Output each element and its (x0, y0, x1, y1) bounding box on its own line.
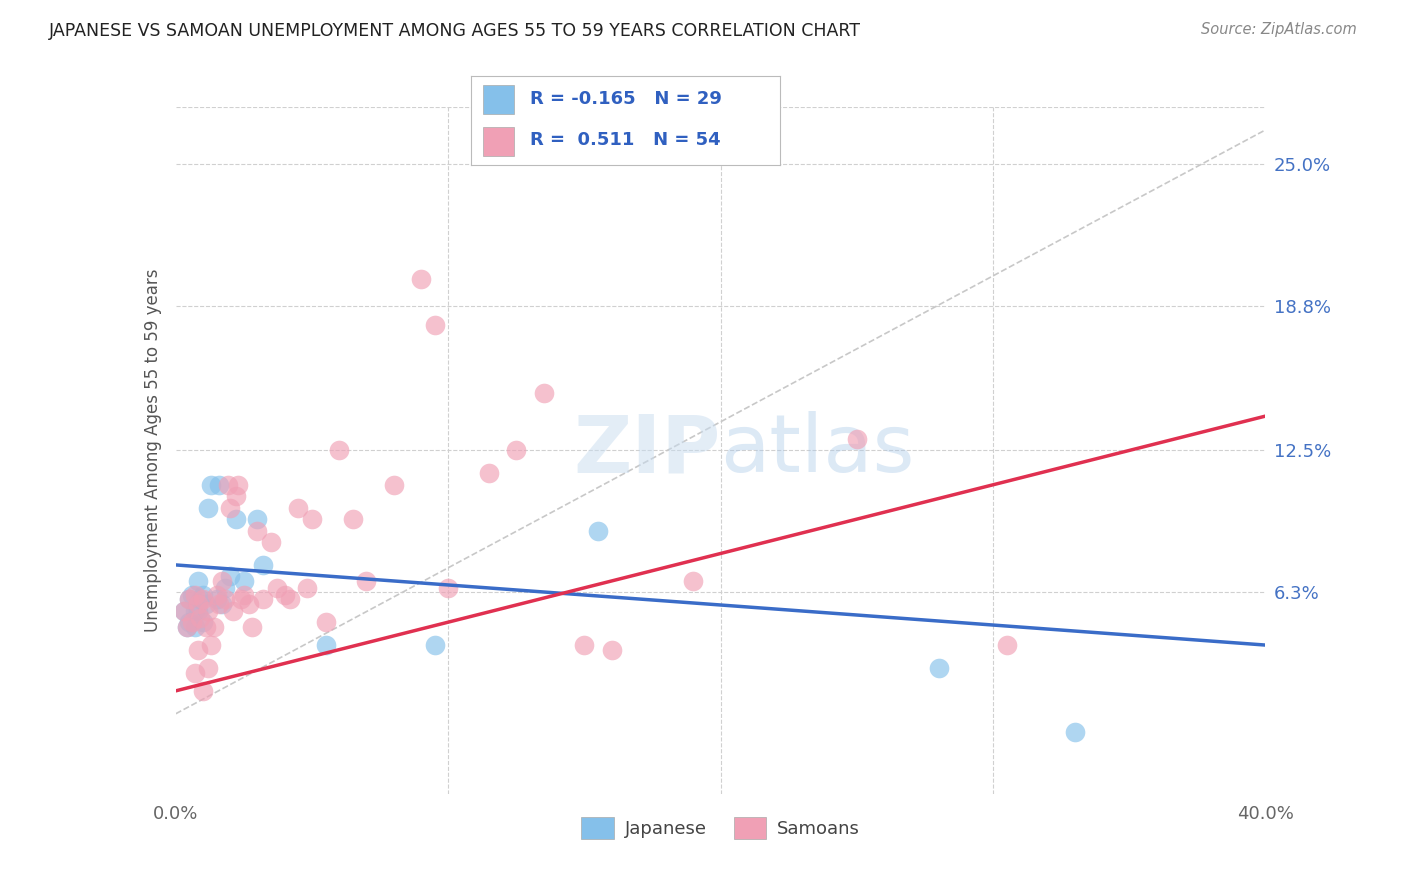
Point (995, 638, 1018, 652)
Text: R =  0.511   N = 54: R = 0.511 N = 54 (530, 131, 720, 150)
Text: ZIP: ZIP (574, 411, 721, 490)
Point (315, 638, 337, 652)
Point (200, 638, 222, 652)
Point (315, 615, 337, 630)
Point (197, 604, 219, 618)
Point (205, 592, 228, 607)
Point (208, 597, 231, 611)
Point (194, 597, 217, 611)
Point (197, 500, 219, 515)
Point (228, 478, 250, 492)
Point (845, 432, 868, 446)
Point (246, 524, 269, 538)
Point (278, 592, 301, 607)
Point (176, 620, 198, 634)
Point (194, 620, 217, 634)
Text: R = -0.165   N = 29: R = -0.165 N = 29 (530, 90, 721, 109)
Point (232, 574, 254, 588)
Point (184, 604, 207, 618)
Point (181, 615, 204, 630)
Point (260, 535, 283, 549)
Point (176, 620, 198, 634)
Point (197, 661, 219, 675)
Point (238, 597, 260, 611)
Point (295, 581, 318, 595)
Point (214, 592, 236, 607)
Point (217, 478, 239, 492)
Point (600, 642, 623, 657)
Point (191, 588, 214, 602)
Point (222, 604, 245, 618)
Point (184, 665, 207, 680)
Point (208, 478, 231, 492)
Point (188, 610, 211, 624)
Point (219, 569, 242, 583)
Point (211, 574, 233, 588)
Point (409, 271, 432, 285)
Point (225, 489, 247, 503)
Point (219, 500, 242, 515)
Point (328, 443, 350, 458)
Point (173, 604, 195, 618)
Point (1063, 725, 1085, 739)
Point (505, 443, 527, 458)
Point (188, 592, 211, 607)
Text: JAPANESE VS SAMOAN UNEMPLOYMENT AMONG AGES 55 TO 59 YEARS CORRELATION CHART: JAPANESE VS SAMOAN UNEMPLOYMENT AMONG AG… (49, 22, 862, 40)
Point (205, 588, 228, 602)
Point (179, 615, 201, 630)
Point (186, 604, 209, 618)
Point (274, 588, 297, 602)
Point (287, 500, 309, 515)
Point (533, 386, 555, 401)
Point (179, 592, 201, 607)
Point (186, 597, 209, 611)
Y-axis label: Unemployment Among Ages 55 to 59 years: Unemployment Among Ages 55 to 59 years (143, 268, 162, 632)
Point (252, 592, 274, 607)
Point (574, 638, 596, 652)
Point (191, 592, 214, 607)
Point (186, 642, 209, 657)
Point (437, 581, 460, 595)
Point (181, 588, 204, 602)
Point (211, 597, 233, 611)
Point (928, 661, 950, 675)
Point (423, 318, 446, 332)
Point (214, 581, 236, 595)
Point (191, 615, 214, 630)
Point (200, 478, 222, 492)
Point (382, 478, 405, 492)
Point (173, 604, 195, 618)
Point (246, 512, 269, 526)
Point (342, 512, 364, 526)
Text: atlas: atlas (721, 411, 915, 490)
Point (356, 574, 378, 588)
Point (186, 574, 209, 588)
Bar (484, 85, 515, 114)
Point (240, 620, 263, 634)
Point (184, 588, 207, 602)
Point (202, 620, 225, 634)
Point (184, 620, 207, 634)
Point (266, 581, 288, 595)
Point (478, 467, 501, 481)
Point (301, 512, 323, 526)
Point (179, 592, 201, 607)
Point (191, 683, 214, 698)
Point (231, 592, 253, 607)
Legend: Japanese, Samoans: Japanese, Samoans (574, 810, 868, 847)
Bar (484, 127, 515, 156)
Text: Source: ZipAtlas.com: Source: ZipAtlas.com (1201, 22, 1357, 37)
Point (586, 524, 609, 538)
Point (252, 558, 274, 572)
Point (423, 638, 446, 652)
Point (225, 512, 247, 526)
Point (682, 574, 704, 588)
Point (232, 588, 254, 602)
